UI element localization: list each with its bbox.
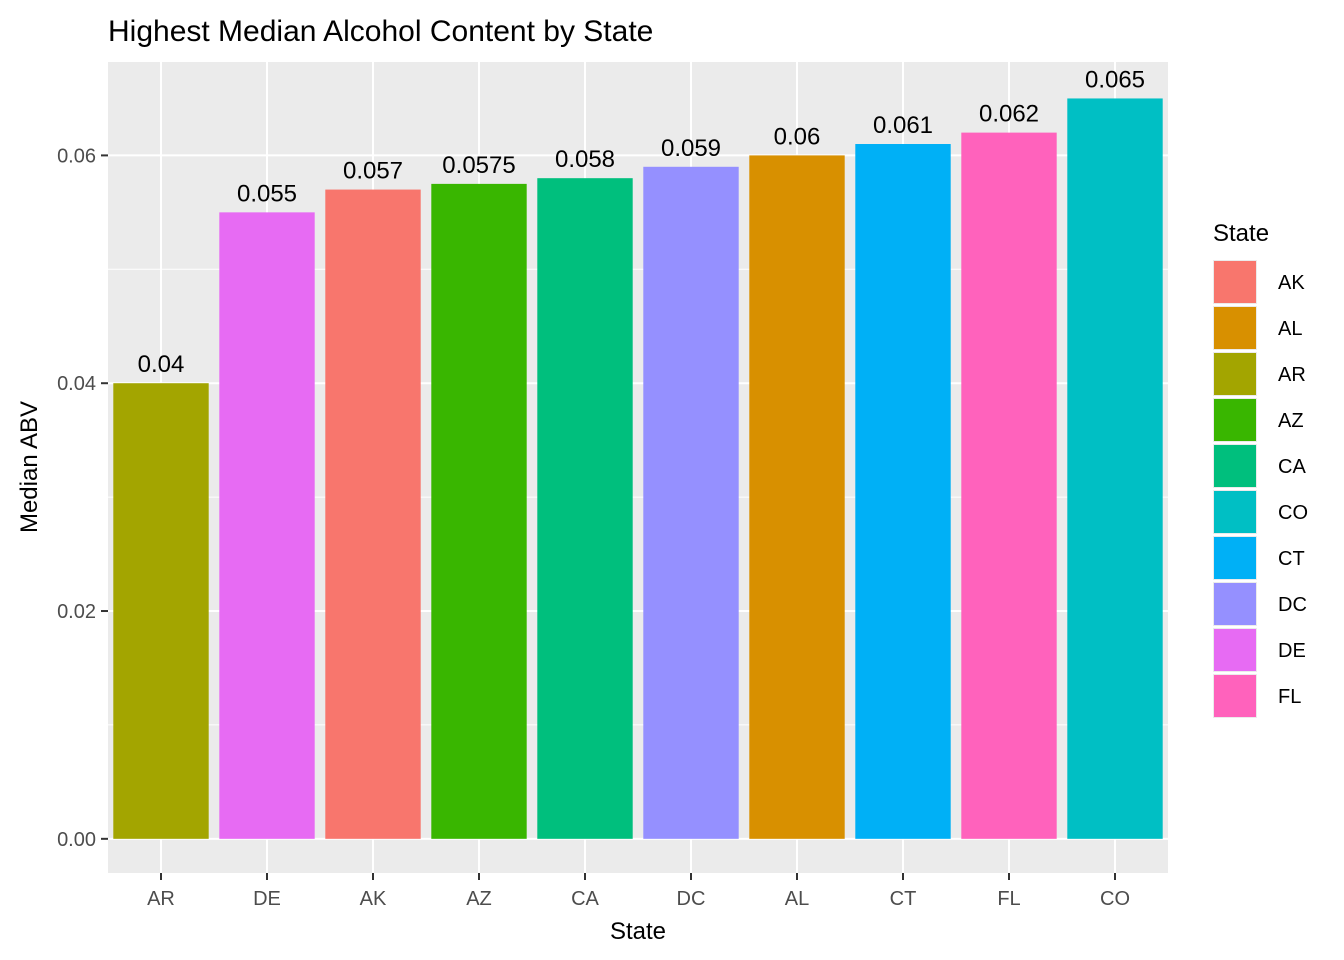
legend-label-ak: AK: [1278, 272, 1305, 294]
x-tick-label: DC: [677, 888, 706, 910]
legend-label-co: CO: [1278, 502, 1308, 524]
data-labels: 0.04 0.055 0.057 0.0575 0.058 0.059 0.06 0.061 0…: [138, 66, 1145, 378]
legend-swatch-co: [1214, 491, 1256, 533]
bar-az: [431, 183, 527, 839]
bar-ak: [325, 189, 421, 839]
legend-label-fl: FL: [1278, 686, 1301, 708]
x-tick-label: AK: [360, 888, 387, 910]
bar-ct: [855, 144, 951, 839]
data-label-al: 0.06: [774, 123, 821, 150]
data-label-az: 0.0575: [442, 152, 515, 179]
legend-label-ct: CT: [1278, 548, 1305, 570]
x-tick-label: AL: [785, 888, 809, 910]
legend: State AK AL AR AZ CA CO CT DC DE FL: [1213, 220, 1308, 718]
y-axis: 0.00 0.02 0.04 0.06: [57, 145, 108, 851]
x-tick-label: AR: [147, 888, 175, 910]
legend-items: AK AL AR AZ CA CO CT DC DE FL: [1213, 260, 1308, 718]
legend-swatch-al: [1214, 307, 1256, 349]
x-tick-label: AZ: [466, 888, 492, 910]
legend-label-ca: CA: [1278, 456, 1306, 478]
data-label-fl: 0.062: [979, 101, 1039, 128]
y-axis-title: Median ABV: [16, 401, 43, 533]
legend-swatch-az: [1214, 399, 1256, 441]
legend-title: State: [1213, 220, 1269, 247]
x-tick-label: DE: [253, 888, 281, 910]
x-tick-label: FL: [997, 888, 1020, 910]
legend-swatch-ar: [1214, 353, 1256, 395]
data-label-co: 0.065: [1085, 66, 1145, 93]
x-tick-label: CT: [890, 888, 917, 910]
bar-dc: [643, 166, 739, 839]
legend-swatch-de: [1214, 629, 1256, 671]
data-label-de: 0.055: [237, 180, 297, 207]
bars: [113, 98, 1163, 839]
y-tick-label: 0.04: [57, 373, 96, 395]
legend-swatch-ak: [1214, 261, 1256, 303]
bar-ar: [113, 383, 209, 839]
legend-label-az: AZ: [1278, 410, 1304, 432]
data-label-ak: 0.057: [343, 158, 403, 185]
chart-title: Highest Median Alcohol Content by State: [108, 15, 653, 48]
x-tick-label: CA: [571, 888, 599, 910]
bar-co: [1067, 98, 1163, 839]
bar-fl: [961, 132, 1057, 839]
bar-al: [749, 155, 845, 839]
data-label-dc: 0.059: [661, 135, 721, 162]
legend-swatch-dc: [1214, 583, 1256, 625]
x-axis-title: State: [610, 918, 666, 945]
y-tick-label: 0.06: [57, 145, 96, 167]
y-tick-label: 0.00: [57, 829, 96, 851]
y-tick-label: 0.02: [57, 601, 96, 623]
data-label-ct: 0.061: [873, 112, 933, 139]
bar-ca: [537, 178, 633, 839]
legend-label-ar: AR: [1278, 364, 1306, 386]
x-tick-label: CO: [1100, 888, 1130, 910]
legend-swatch-fl: [1214, 675, 1256, 717]
legend-swatch-ca: [1214, 445, 1256, 487]
bar-de: [219, 212, 315, 839]
x-axis: AR DE AK AZ CA DC AL CT FL CO: [147, 873, 1130, 910]
data-label-ar: 0.04: [138, 351, 185, 378]
legend-label-dc: DC: [1278, 594, 1307, 616]
legend-label-de: DE: [1278, 640, 1306, 662]
legend-swatch-ct: [1214, 537, 1256, 579]
data-label-ca: 0.058: [555, 146, 615, 173]
legend-label-al: AL: [1278, 318, 1302, 340]
